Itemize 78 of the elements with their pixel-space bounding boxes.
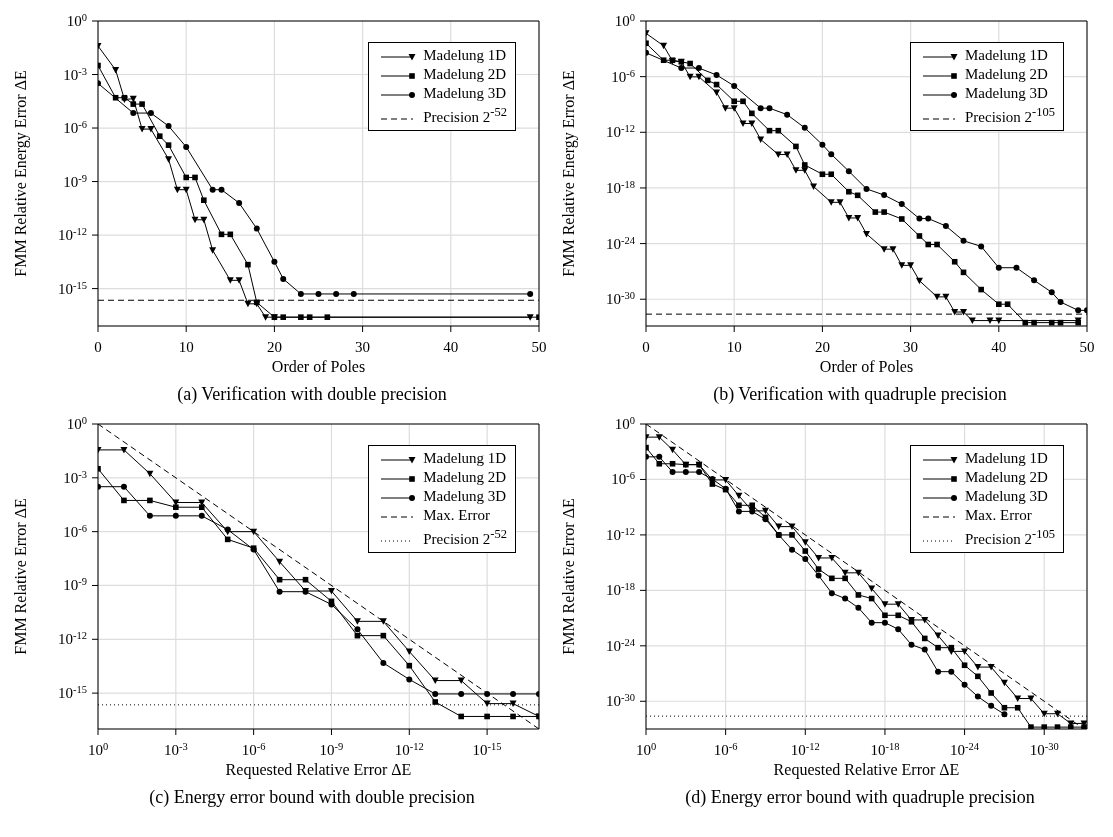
x-tick-label: 20 <box>266 339 282 355</box>
y-tick-label: 10$^{0}$ <box>614 414 635 432</box>
x-axis-title: Order of Poles <box>819 358 914 375</box>
x-tick-label: 10$^{-12}$ <box>790 740 820 758</box>
y-tick-label: 10$^{0}$ <box>66 414 87 432</box>
x-tick-label: 0 <box>642 339 650 355</box>
x-tick-label: 50 <box>1079 339 1095 355</box>
y-tick-label: 10$^{-12}$ <box>58 225 87 244</box>
y-tick-label: 10$^{-30}$ <box>606 289 635 308</box>
y-tick-label: 10$^{-3}$ <box>63 468 87 486</box>
y-tick-label: 10$^{-9}$ <box>63 575 87 594</box>
legend-label: Precision 2$^{-52}$ <box>423 527 507 547</box>
legend-label: Madelung 1D <box>423 47 507 63</box>
text: (d) Energy error bound with quadruple precision <box>684 787 1036 808</box>
x-tick-label: 10$^{0}$ <box>87 740 109 758</box>
y-tick-label: 10$^{-6}$ <box>63 522 87 540</box>
x-tick-label: 10$^{0}$ <box>635 740 657 758</box>
legend-label: Precision 2$^{-52}$ <box>423 105 507 125</box>
legend-label: Madelung 1D <box>423 450 507 466</box>
x-tick-label: 20 <box>814 339 830 355</box>
y-tick-label: 10$^{-3}$ <box>63 65 87 83</box>
x-axis-title: Order of Poles <box>271 358 366 375</box>
y-tick-label: 10$^{-15}$ <box>58 683 87 702</box>
x-tick-label: 10$^{-6}$ <box>713 740 738 758</box>
x-tick-label: 10$^{-24}$ <box>950 740 980 758</box>
x-tick-label: 10$^{-12}$ <box>394 740 424 758</box>
legend-label: Precision 2$^{-105}$ <box>965 527 1055 547</box>
y-tick-label: 10$^{-24}$ <box>606 234 636 252</box>
y-tick-label: 10$^{-6}$ <box>611 67 635 85</box>
x-tick-label: 10$^{-6}$ <box>241 740 266 758</box>
legend-label: Madelung 3D <box>965 85 1048 101</box>
text: (b) Verification with quadruple precision <box>712 384 1008 405</box>
legend-label: Precision 2$^{-105}$ <box>965 105 1055 125</box>
x-tick-label: 10 <box>726 339 742 355</box>
x-tick-label: 10 <box>178 339 194 355</box>
legend-label: Madelung 2D <box>423 66 507 82</box>
y-tick-label: 10$^{0}$ <box>66 11 87 29</box>
text: (c) Energy error bound with double precision <box>148 787 476 808</box>
x-tick-label: 40 <box>991 339 1007 355</box>
x-tick-label: 10$^{-15}$ <box>472 740 502 758</box>
y-tick-label: 10$^{-18}$ <box>606 178 635 196</box>
x-tick-label: 30 <box>355 339 371 355</box>
legend-label: Madelung 2D <box>423 469 507 485</box>
x-tick-label: 50 <box>531 339 547 355</box>
y-axis-title: FMM Relative Error ΔE <box>11 498 29 655</box>
legend-label: Madelung 2D <box>965 66 1048 82</box>
legend-label: Madelung 3D <box>423 488 507 504</box>
legend-label: Madelung 1D <box>965 47 1048 63</box>
y-axis-title: FMM Relative Error ΔE <box>559 498 577 655</box>
x-tick-label: 10$^{-3}$ <box>163 740 188 758</box>
legend-label: Madelung 1D <box>965 450 1048 466</box>
y-axis-title: FMM Relative Energy Error ΔE <box>559 70 578 277</box>
y-tick-label: 10$^{-30}$ <box>606 691 635 710</box>
x-tick-label: 0 <box>94 339 102 355</box>
legend-label: Madelung 2D <box>965 469 1048 485</box>
y-tick-label: 10$^{-18}$ <box>606 580 635 599</box>
x-tick-label: 40 <box>443 339 459 355</box>
y-tick-label: 10$^{0}$ <box>614 11 635 29</box>
y-tick-label: 10$^{-12}$ <box>606 525 635 543</box>
y-tick-label: 10$^{-15}$ <box>58 279 87 297</box>
legend-label: Madelung 3D <box>423 85 507 101</box>
y-tick-label: 10$^{-12}$ <box>606 122 635 141</box>
y-tick-label: 10$^{-24}$ <box>606 636 636 654</box>
x-tick-label: 10$^{-30}$ <box>1029 740 1059 758</box>
legend-label: Madelung 3D <box>965 488 1048 504</box>
y-axis-title: FMM Relative Energy Error ΔE <box>11 70 30 277</box>
x-tick-label: 10$^{-18}$ <box>870 740 900 758</box>
y-tick-label: 10$^{-6}$ <box>611 469 635 488</box>
x-axis-title: Requested Relative Error ΔE <box>773 761 960 779</box>
y-tick-label: 10$^{-12}$ <box>58 629 87 648</box>
text: (a) Verification with double precision <box>176 384 448 405</box>
x-tick-label: 10$^{-9}$ <box>319 740 344 758</box>
legend-label: Max. Error <box>423 507 490 523</box>
x-tick-label: 30 <box>903 339 919 355</box>
y-tick-label: 10$^{-9}$ <box>63 172 87 190</box>
y-tick-label: 10$^{-6}$ <box>63 118 87 137</box>
legend-label: Max. Error <box>965 507 1032 523</box>
x-axis-title: Requested Relative Error ΔE <box>225 761 412 779</box>
